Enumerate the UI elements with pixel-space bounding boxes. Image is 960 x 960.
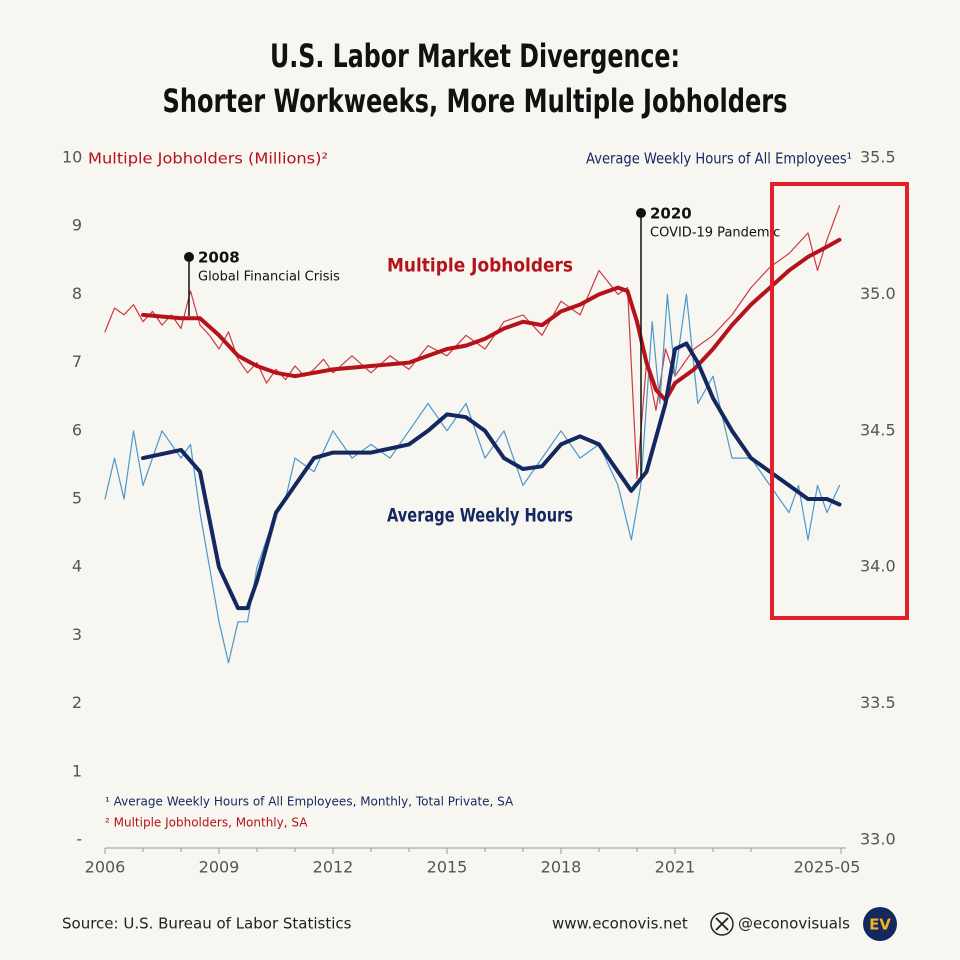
y-tick-label: 3 [72,625,82,644]
x-tick-label: 2025-05 [794,858,861,877]
x-tick-label: 2018 [541,858,582,877]
annotation-dot [184,252,194,262]
x-tick-label: 2021 [655,858,696,877]
series-line [141,341,842,611]
x-tick-label: 2006 [85,858,126,877]
annotation-text: Global Financial Crisis [198,270,340,285]
footnote: ² Multiple Jobholders, Monthly, SA [105,816,308,830]
y2-tick-label: 34.5 [860,420,896,439]
footnote: ¹ Average Weekly Hours of All Employees,… [105,795,514,809]
handle[interactable]: @econovisuals [738,915,850,933]
y-tick-label: 9 [72,216,82,235]
y-tick-label: 4 [72,557,82,576]
y-tick-label: 2 [72,693,82,712]
logo [863,907,897,941]
series-line [141,237,842,403]
series-label: Average Weekly Hours [387,505,573,527]
x-icon [710,912,734,936]
y2-tick-label: 35.0 [860,284,896,303]
chart-title: U.S. Labor Market Divergence: [270,37,680,75]
series-label: Multiple Jobholders [387,255,573,277]
y-tick-label: 6 [72,420,82,439]
website[interactable]: www.econovis.net [552,915,688,933]
x-tick-label: 2015 [427,858,468,877]
annotation-text: COVID-19 Pandemic [650,226,780,241]
y-tick-label: 8 [72,284,82,303]
y-tick-label: 1 [72,761,82,780]
y2-tick-label: 33.0 [860,830,896,849]
y-tick-label: 5 [72,489,82,508]
y-axis-title: Multiple Jobholders (Millions)² [88,150,328,168]
x-tick-label: 2009 [199,858,240,877]
annotation-year: 2008 [198,249,240,267]
raw-line [104,293,841,664]
x-tick-label: 2012 [313,858,354,877]
highlight-box [770,182,909,620]
y2-tick-label: 34.0 [860,557,896,576]
annotation-year: 2020 [650,205,692,223]
chart-title: Shorter Workweeks, More Multiple Jobhold… [163,82,788,120]
plot-area: - 1 2 3 4 5 6 7 8 9 10 33.0 33.5 34.0 34.5 35.0 35.5 2006… [62,148,896,877]
x-icon [715,917,729,931]
y2-axis-title: Average Weekly Hours of All Employees¹ [586,150,852,168]
annotation-dot [636,208,646,218]
y2-tick-label: 33.5 [860,693,896,712]
y2-tick-label: 35.5 [860,148,896,167]
logo-text: EV [869,916,891,934]
source: Source: U.S. Bureau of Labor Statistics [62,915,352,933]
y-tick-label: 7 [72,352,82,371]
y-tick-label: - [76,830,82,849]
y-tick-label: 10 [62,148,82,167]
